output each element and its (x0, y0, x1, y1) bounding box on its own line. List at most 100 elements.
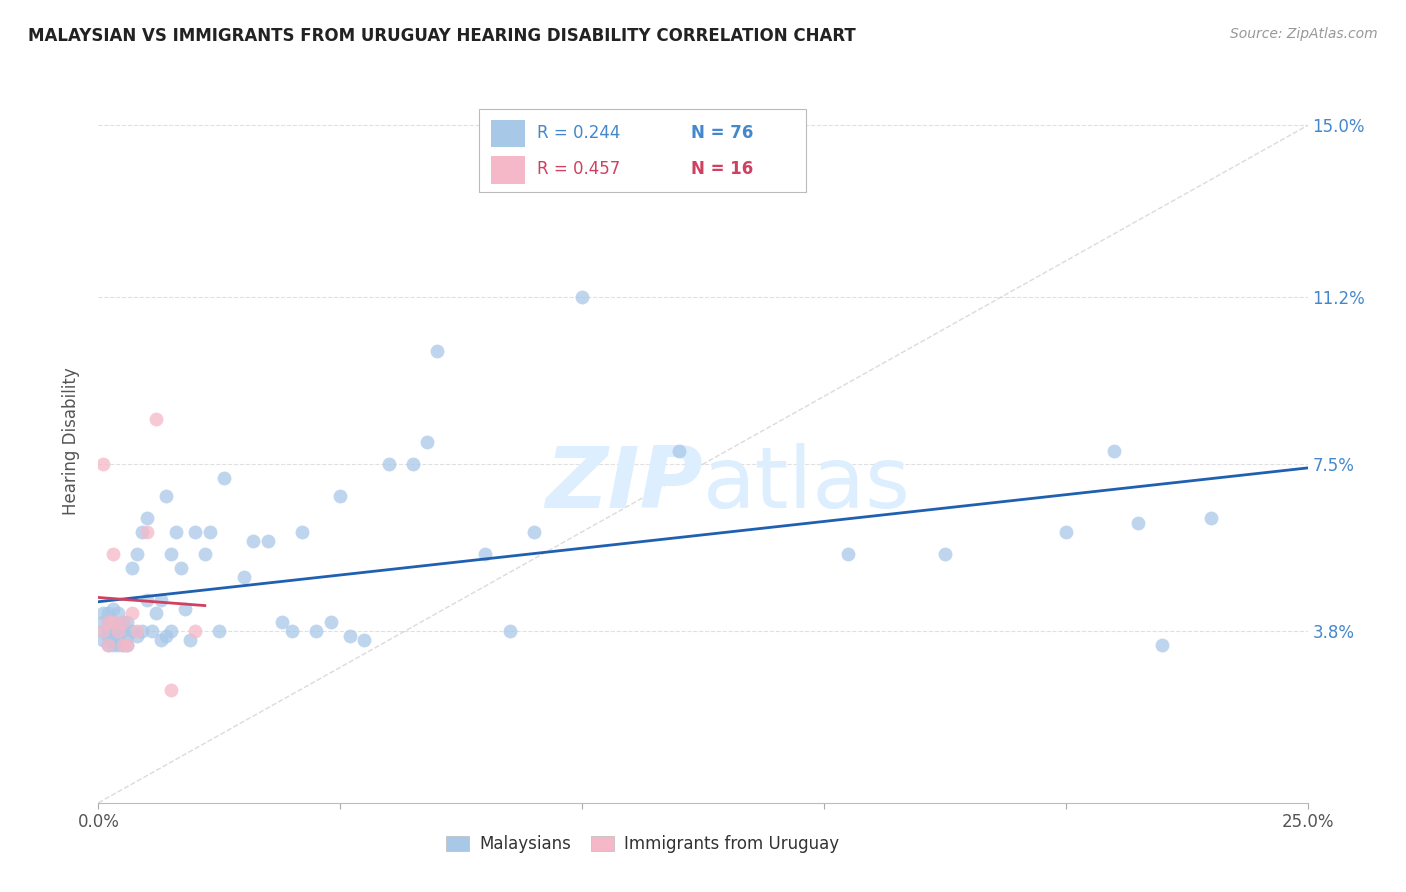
Point (160, 548, 183, 562)
Point (145, 412, 167, 426)
Point (179, 633, 201, 648)
Point (97, 638, 120, 652)
Point (91, 615, 114, 630)
Point (91, 606, 114, 620)
Point (1152, 638, 1174, 652)
Point (97, 606, 120, 620)
Point (107, 620, 129, 634)
FancyBboxPatch shape (479, 109, 806, 193)
Point (117, 629, 139, 643)
Point (281, 624, 304, 639)
Point (160, 682, 183, 697)
Point (232, 570, 254, 584)
Point (101, 601, 124, 615)
Point (97, 638, 120, 652)
Point (150, 633, 173, 648)
Point (169, 561, 191, 575)
Point (141, 624, 163, 639)
Point (837, 548, 859, 562)
Point (97, 624, 120, 639)
Point (107, 638, 129, 652)
Point (174, 601, 197, 615)
Point (155, 489, 177, 503)
Point (91, 457, 114, 471)
Text: ZIP: ZIP (546, 443, 703, 526)
Text: R = 0.244: R = 0.244 (537, 124, 620, 142)
Point (91, 633, 114, 648)
Point (135, 511, 157, 525)
Point (117, 615, 139, 630)
Point (184, 524, 207, 539)
Point (571, 290, 593, 304)
Text: N = 16: N = 16 (690, 161, 754, 178)
Point (329, 489, 352, 503)
Point (523, 524, 546, 539)
Point (305, 624, 328, 639)
Point (111, 638, 134, 652)
Y-axis label: Hearing Disability: Hearing Disability (62, 368, 80, 516)
Point (155, 629, 177, 643)
Point (101, 624, 124, 639)
Legend: Malaysians, Immigrants from Uruguay: Malaysians, Immigrants from Uruguay (439, 828, 846, 860)
Point (127, 548, 149, 562)
Point (121, 561, 143, 575)
Point (208, 624, 231, 639)
Point (135, 592, 157, 607)
Point (111, 615, 134, 630)
Point (184, 624, 207, 639)
Point (150, 592, 173, 607)
Point (97, 629, 120, 643)
Point (101, 633, 124, 648)
Point (339, 629, 361, 643)
Point (91, 624, 114, 639)
Text: N = 76: N = 76 (690, 124, 754, 142)
Point (127, 624, 149, 639)
Point (111, 615, 134, 630)
Point (111, 638, 134, 652)
Point (117, 638, 139, 652)
Point (271, 615, 294, 630)
Point (498, 624, 520, 639)
Point (242, 533, 264, 548)
Point (131, 624, 153, 639)
Point (135, 524, 157, 539)
Point (107, 606, 129, 620)
Point (212, 471, 235, 485)
Point (377, 457, 399, 471)
Point (121, 624, 143, 639)
Point (319, 615, 342, 630)
Point (402, 457, 425, 471)
Point (416, 434, 439, 449)
Point (101, 548, 124, 562)
Point (934, 548, 956, 562)
Point (107, 624, 129, 639)
Point (426, 344, 449, 359)
Point (474, 548, 496, 562)
FancyBboxPatch shape (492, 156, 526, 184)
Point (101, 638, 124, 652)
Point (107, 629, 129, 643)
Point (165, 524, 187, 539)
Point (194, 548, 217, 562)
Point (97, 615, 120, 630)
Point (1054, 524, 1077, 539)
Point (111, 624, 134, 639)
Text: atlas: atlas (703, 443, 911, 526)
Text: Source: ZipAtlas.com: Source: ZipAtlas.com (1230, 27, 1378, 41)
Point (91, 624, 114, 639)
Text: MALAYSIAN VS IMMIGRANTS FROM URUGUAY HEARING DISABILITY CORRELATION CHART: MALAYSIAN VS IMMIGRANTS FROM URUGUAY HEA… (28, 27, 856, 45)
Point (97, 615, 120, 630)
Point (256, 533, 278, 548)
Point (1128, 516, 1150, 530)
Point (131, 524, 153, 539)
Point (160, 624, 183, 639)
Point (121, 606, 143, 620)
Point (145, 606, 167, 620)
Point (353, 633, 375, 648)
Point (668, 443, 690, 458)
Text: R = 0.457: R = 0.457 (537, 161, 620, 178)
Point (1102, 443, 1125, 458)
FancyBboxPatch shape (492, 120, 526, 147)
Point (101, 615, 124, 630)
Point (1199, 511, 1222, 525)
